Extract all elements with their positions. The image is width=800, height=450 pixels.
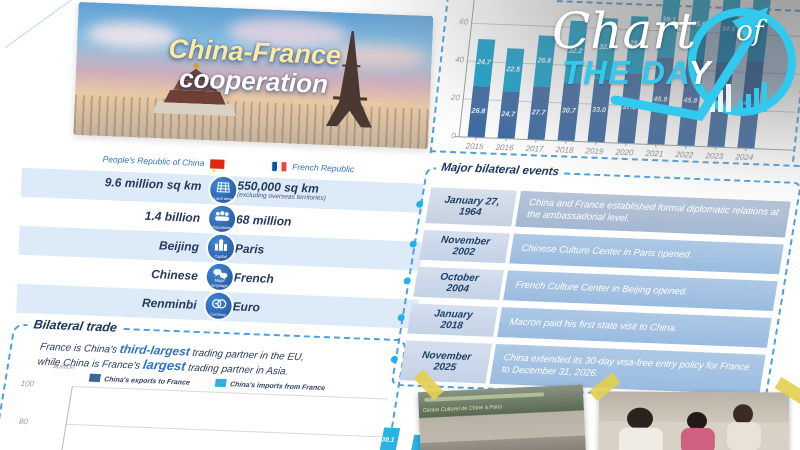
event-date: January 27, 1964 — [425, 187, 518, 227]
logo-word-of: of — [736, 14, 764, 47]
china-flag-icon: ★ — [210, 159, 225, 175]
event-description: China and France established formal dipl… — [515, 190, 791, 238]
hero-title: China-France cooperation — [103, 31, 405, 102]
x-axis-year-label: 2019 — [585, 146, 604, 157]
france-header-label: French Republic — [292, 161, 355, 175]
x-axis-tick — [655, 144, 657, 148]
timeline-dot — [403, 277, 412, 285]
china-value: 1.4 billion — [144, 208, 201, 225]
x-axis-tick — [535, 139, 537, 143]
x-axis-tick — [595, 141, 597, 145]
icon-label: Major language — [211, 277, 228, 289]
china-value: Renminbi — [141, 295, 197, 312]
event-description: French Culture Center in Beijing opened. — [503, 270, 778, 312]
event-description: Chinese Culture Center in Paris opened. — [509, 233, 784, 275]
event-date-text: January 2018 — [433, 307, 474, 332]
gridline — [65, 423, 382, 438]
france-value: French — [233, 270, 275, 286]
y-axis-tick-label: 60 — [458, 17, 469, 27]
timeline-dot — [415, 200, 424, 208]
event-date: November 2002 — [419, 229, 511, 264]
timeline-dot — [409, 240, 418, 248]
capital-icon: Capital — [207, 234, 235, 262]
y-axis-tick-label: 40 — [454, 55, 465, 65]
x-axis-year-label: 2024 — [734, 152, 754, 163]
icon-label: Capital — [214, 253, 227, 260]
event-date-text: November 2025 — [421, 349, 473, 374]
y-axis-tick-label: 20 — [450, 92, 461, 103]
y-axis-line — [53, 385, 73, 450]
x-axis-tick — [565, 140, 567, 144]
gridline — [71, 385, 388, 400]
x-axis-tick — [685, 145, 687, 149]
event-row: November 2002 Chinese Culture Center in Pa… — [419, 229, 784, 275]
population-icon: Population — [208, 205, 236, 233]
event-row: January 27, 1964 China and France establis… — [425, 187, 791, 238]
logo-theda: THE DA — [562, 54, 689, 91]
logo-y: Y — [688, 54, 712, 91]
event-description: Macron paid his first state visit to Chi… — [497, 307, 772, 348]
icon-label: Land area — [213, 195, 233, 202]
china-header-label: People's Republic of China — [102, 154, 205, 169]
trade-chart-upper-part: 80 100 39.1 — [0, 326, 492, 450]
x-axis-tick — [625, 142, 627, 147]
icon-label: Currency — [210, 311, 227, 318]
event-date-text: November 2002 — [440, 234, 491, 258]
imports-value-label: 39.1 — [381, 435, 395, 444]
photo-calligraphy-class — [598, 391, 790, 450]
x-axis-year-label: 2016 — [495, 142, 514, 153]
x-axis-year-label: 2021 — [645, 148, 664, 159]
x-axis-year-label: 2023 — [704, 151, 724, 161]
x-axis-year-label: 2020 — [615, 147, 634, 158]
china-value: 9.6 million sq km — [104, 175, 202, 193]
exports-value-label: 26.8 — [471, 107, 486, 115]
logo-word-chart: Chart — [552, 2, 697, 60]
x-axis-year-label: 2018 — [555, 145, 574, 155]
timeline-dot — [397, 314, 406, 322]
currency-icon: Currency — [205, 292, 233, 320]
y-axis-tick-label: 80 — [18, 416, 29, 427]
major-bilateral-events-section: Major bilateral events January 27, 1964 Ch… — [390, 161, 800, 401]
x-axis-tick — [715, 146, 717, 150]
bilateral-trade-section: Bilateral trade France is China's third-… — [0, 317, 492, 450]
event-date-text: October 2004 — [439, 271, 480, 295]
event-row: January 2018 Macron paid his first state v… — [407, 303, 772, 348]
china-value: Chinese — [150, 267, 199, 283]
y-axis-tick-label: 100 — [19, 378, 35, 389]
france-value: Paris — [234, 241, 265, 257]
imports-value-label: 22.5 — [505, 65, 521, 74]
imports-value-label: 24.7 — [476, 58, 492, 67]
comparison-table: 9.6 million sq km 550,000 sq km (excluding… — [16, 167, 424, 329]
hero-image: China-France cooperation — [73, 1, 434, 150]
china-value: Beijing — [158, 238, 200, 254]
france-value: Euro — [232, 299, 261, 315]
x-axis-tick — [505, 138, 507, 142]
x-axis-tick — [745, 147, 747, 151]
event-date: October 2004 — [413, 266, 504, 301]
france-value-note: (excluding overseas territories) — [236, 191, 327, 203]
x-axis-year-label: 2022 — [674, 150, 694, 160]
france-value: 550,000 sq km (excluding overseas territo… — [237, 178, 414, 205]
corner-deco-line — [4, 0, 83, 49]
chart-of-the-day-logo: Chart of THE DAY — [540, 0, 800, 140]
france-flag-icon — [272, 161, 287, 172]
event-date: January 2018 — [407, 303, 498, 337]
language-icon: Major language — [206, 263, 234, 291]
exports-value-label: 24.7 — [501, 110, 516, 119]
france-value: 68 million — [235, 212, 292, 229]
y-axis-tick-label: 0 — [450, 130, 457, 141]
x-axis-year-label: 2015 — [465, 141, 484, 152]
logo-word-theday: THE DAY — [562, 54, 711, 92]
x-axis-tick — [475, 136, 477, 140]
timeline-dot — [390, 355, 399, 364]
land-area-icon: Land area — [209, 176, 237, 204]
x-axis-year-label: 2017 — [525, 143, 544, 154]
photo-culture-center-paris: Centre Culturel de Chine à Paris — [417, 384, 587, 450]
event-row: October 2004 French Culture Center in Beij… — [413, 266, 778, 312]
event-date-text: January 27, 1964 — [443, 194, 501, 219]
icon-label: Population — [212, 224, 232, 231]
